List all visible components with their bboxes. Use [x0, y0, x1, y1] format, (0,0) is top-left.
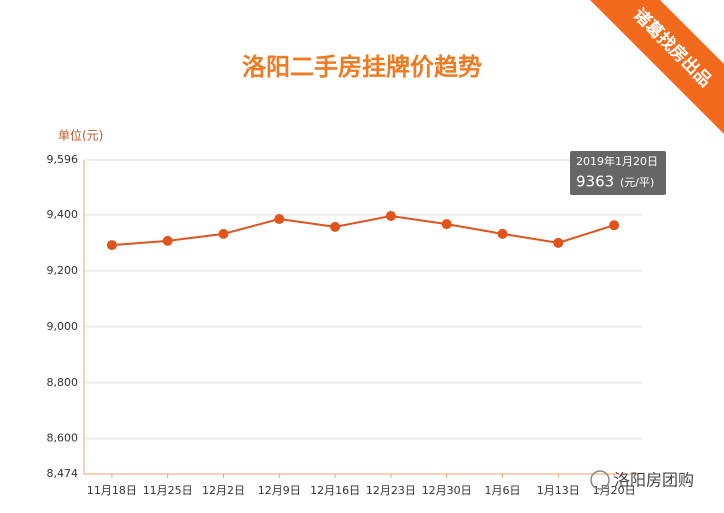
line [111, 214, 615, 247]
wechat-icon [590, 470, 610, 490]
x-tick-label: 1月6日 [485, 484, 521, 497]
x-tick-label: 11月25日 [143, 484, 193, 497]
tooltip-date: 2019年1月20日 [576, 154, 658, 168]
watermark: 洛阳房团购 [614, 471, 694, 490]
y-tick-label: 8,600 [47, 432, 79, 445]
y-tick-label: 9,596 [47, 153, 79, 166]
y-tick-label: 9,400 [47, 208, 79, 221]
plot: 8,474 8,600 8,800 9,000 9,200 9,400 9,596 11月18… [47, 153, 642, 497]
x-tick-label: 1月13日 [537, 484, 580, 497]
y-tick-label: 9,200 [47, 264, 79, 277]
y-tick-label: 8,800 [47, 376, 79, 389]
tooltip-value: 9363 [576, 173, 614, 191]
x-tick-label: 11月18日 [87, 484, 137, 497]
point [330, 221, 341, 232]
chart-title: 洛阳二手房挂牌价趋势 [242, 53, 482, 81]
point [385, 210, 396, 221]
tooltip-box [570, 151, 666, 195]
x-tick-label: 1月20日 [593, 484, 636, 497]
tooltip-unit: (元/平) [620, 176, 654, 189]
x-tick-label: 12月16日 [310, 484, 360, 497]
point [609, 220, 620, 231]
y-tick-label: 8,474 [47, 467, 79, 480]
point [218, 228, 229, 239]
y-axis-label: 单位(元) [58, 128, 103, 143]
point [441, 219, 452, 230]
x-tick-label: 12月30日 [422, 484, 472, 497]
point [162, 235, 173, 246]
point [497, 228, 508, 239]
point [106, 240, 117, 251]
badge-ribbon [590, 0, 724, 134]
x-tick-label: 12月23日 [366, 484, 416, 497]
point [274, 214, 285, 225]
x-tick-label: 12月9日 [258, 484, 301, 497]
x-tick-label: 12月2日 [202, 484, 245, 497]
point [553, 237, 564, 248]
y-tick-label: 9,000 [47, 320, 79, 333]
